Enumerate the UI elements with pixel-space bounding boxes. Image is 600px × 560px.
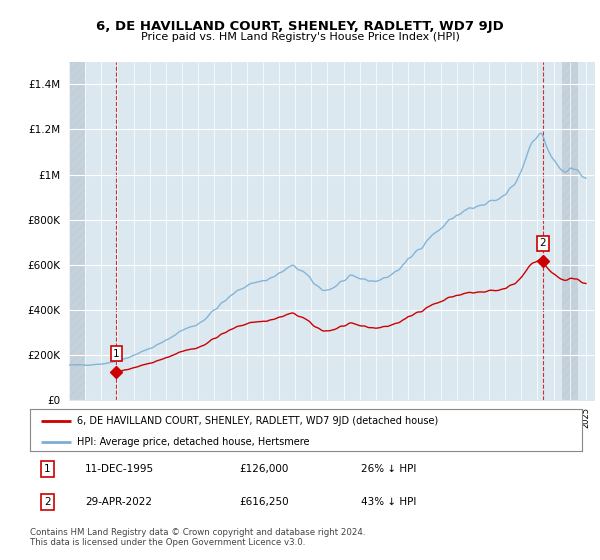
- Text: 6, DE HAVILLAND COURT, SHENLEY, RADLETT, WD7 9JD: 6, DE HAVILLAND COURT, SHENLEY, RADLETT,…: [96, 20, 504, 32]
- Text: 11-DEC-1995: 11-DEC-1995: [85, 464, 154, 474]
- Text: 2: 2: [539, 238, 546, 248]
- Text: 29-APR-2022: 29-APR-2022: [85, 497, 152, 507]
- Bar: [562, 62, 578, 400]
- Text: 26% ↓ HPI: 26% ↓ HPI: [361, 464, 416, 474]
- Bar: [69, 62, 85, 400]
- Text: HPI: Average price, detached house, Hertsmere: HPI: Average price, detached house, Hert…: [77, 437, 310, 446]
- Text: 2: 2: [44, 497, 50, 507]
- Text: 6, DE HAVILLAND COURT, SHENLEY, RADLETT, WD7 9JD (detached house): 6, DE HAVILLAND COURT, SHENLEY, RADLETT,…: [77, 416, 438, 426]
- Text: Price paid vs. HM Land Registry's House Price Index (HPI): Price paid vs. HM Land Registry's House …: [140, 32, 460, 43]
- Text: £126,000: £126,000: [240, 464, 289, 474]
- Text: 1: 1: [113, 349, 120, 359]
- Text: 43% ↓ HPI: 43% ↓ HPI: [361, 497, 416, 507]
- Text: 1: 1: [44, 464, 50, 474]
- Text: Contains HM Land Registry data © Crown copyright and database right 2024.
This d: Contains HM Land Registry data © Crown c…: [30, 528, 365, 547]
- Text: £616,250: £616,250: [240, 497, 289, 507]
